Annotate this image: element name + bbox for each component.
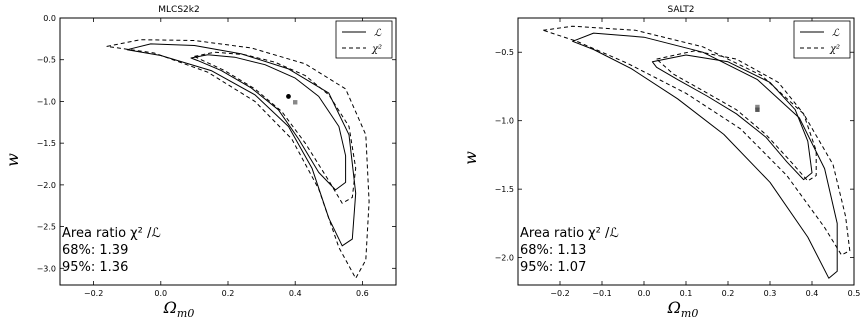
contour-lines — [106, 39, 370, 279]
legend: ℒ χ² — [335, 20, 393, 59]
x-tick-label: −0.2 — [550, 289, 569, 298]
y-tick-label: −0.5 — [495, 48, 514, 57]
legend-label-likelihood: ℒ — [374, 28, 382, 39]
best-fit-points — [755, 104, 760, 112]
x-axis-label-sub: m0 — [177, 307, 194, 320]
panel-mlcs2k2: MLCS2k2 w Ωm0 −0.2 0.0 0.2 0.4 0.6 0.0 −0.5 −1.… — [3, 5, 397, 320]
legend-label-chi2: χ² — [371, 44, 382, 55]
annotation-line-2: 68%: 1.39 — [62, 243, 128, 258]
x-axis-label-main: Ω — [163, 298, 177, 317]
likelihood-contour-95 — [126, 43, 357, 247]
x-tick-label: 0.1 — [680, 289, 693, 298]
panel-salt2: SALT2 w Ωm0 −0.2 −0.1 0.0 0.1 0.2 0.3 0.4 0.5−0… — [461, 5, 860, 320]
annotation-line-3: 95%: 1.36 — [62, 260, 128, 275]
x-tick-label: −0.1 — [592, 289, 611, 298]
legend: ℒ χ² — [793, 20, 851, 59]
x-tick-label: 0.0 — [638, 289, 651, 298]
legend-label-likelihood: ℒ — [832, 28, 840, 39]
contour-lines — [542, 25, 851, 279]
y-tick-label: −1.0 — [37, 97, 56, 106]
annotation: Area ratio χ² /ℒ 68%: 1.39 95%: 1.36 — [62, 226, 161, 275]
best-fit-point — [286, 94, 291, 99]
y-tick-label: −0.5 — [37, 56, 56, 65]
x-tick-label: 0.2 — [222, 289, 235, 298]
axis-ticks: −0.2 −0.1 0.0 0.1 0.2 0.3 0.4 0.5 −0.5 −1.0 −1.5 −2… — [495, 18, 861, 298]
x-tick-label: 0.4 — [806, 289, 819, 298]
plot-frame — [517, 17, 855, 286]
x-axis-label-sub: m0 — [681, 307, 698, 320]
x-axis-label-main: Ω — [667, 298, 681, 317]
x-tick-label: −0.2 — [84, 289, 103, 298]
x-axis-label: Ωm0 — [667, 298, 699, 320]
annotation-line-2: 68%: 1.13 — [520, 243, 586, 258]
panel-title: MLCS2k2 — [158, 5, 199, 15]
y-tick-label: −1.5 — [37, 139, 56, 148]
likelihood-contour-68 — [651, 54, 813, 181]
plot-frame — [59, 17, 397, 286]
y-axis-label: w — [461, 151, 480, 165]
legend-box — [335, 20, 393, 59]
annotation-line-1: Area ratio χ² /ℒ — [520, 226, 619, 241]
x-tick-label: 0.4 — [289, 289, 302, 298]
x-tick-label: 0.2 — [722, 289, 735, 298]
chi2-contour-95 — [542, 25, 851, 256]
likelihood-contour-95 — [572, 32, 838, 279]
y-axis-label: w — [3, 153, 22, 167]
y-tick-label: −2.0 — [495, 254, 514, 263]
best-fit-point — [755, 104, 760, 110]
best-fit-point — [755, 107, 760, 112]
y-tick-label: −1.5 — [495, 185, 514, 194]
best-fit-point — [293, 100, 298, 105]
likelihood-contour-68 — [190, 54, 347, 191]
best-fit-points — [286, 94, 298, 105]
chi2-contour-95 — [106, 39, 370, 279]
y-tick-label: 0.0 — [43, 14, 56, 23]
y-tick-label: −2.5 — [37, 223, 56, 232]
x-tick-label: 0.3 — [764, 289, 777, 298]
legend-label-chi2: χ² — [829, 44, 840, 55]
annotation-line-1: Area ratio χ² /ℒ — [62, 226, 161, 241]
annotation: Area ratio χ² /ℒ 68%: 1.13 95%: 1.07 — [520, 226, 619, 275]
panel-title: SALT2 — [667, 5, 694, 15]
y-tick-label: −1.0 — [495, 117, 514, 126]
y-tick-label: −2.0 — [37, 181, 56, 190]
annotation-line-3: 95%: 1.07 — [520, 260, 586, 275]
y-tick-label: −3.0 — [37, 264, 56, 273]
chi2-contour-68 — [656, 50, 817, 182]
legend-box — [793, 20, 851, 59]
x-tick-label: 0.5 — [848, 289, 861, 298]
chi2-contour-68 — [193, 51, 357, 204]
x-tick-label: 0.0 — [154, 289, 167, 298]
x-tick-label: 0.6 — [356, 289, 369, 298]
x-axis-label: Ωm0 — [163, 298, 195, 320]
